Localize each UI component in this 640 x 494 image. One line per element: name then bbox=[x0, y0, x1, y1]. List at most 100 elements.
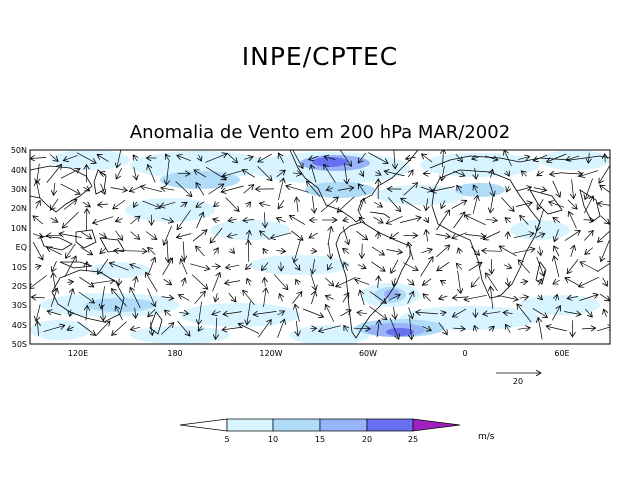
wind-vector bbox=[319, 325, 341, 332]
wind-vector bbox=[141, 186, 163, 193]
wind-vector bbox=[50, 288, 57, 308]
wind-vector bbox=[192, 230, 207, 242]
wind-vector bbox=[504, 150, 512, 167]
wind-vector bbox=[145, 231, 157, 240]
wind-vector bbox=[50, 218, 58, 222]
lon-label: 120E bbox=[68, 349, 88, 358]
wind-vector bbox=[296, 320, 298, 336]
wind-vector bbox=[371, 246, 384, 255]
wind-vector bbox=[517, 328, 530, 330]
wind-vector bbox=[161, 188, 175, 190]
wind-vector bbox=[358, 184, 367, 195]
wind-vector bbox=[80, 246, 93, 255]
wind-vector bbox=[60, 169, 80, 179]
wind-vector bbox=[409, 307, 413, 318]
wind-vector bbox=[549, 202, 565, 208]
wind-vector bbox=[358, 152, 366, 163]
wind-vector bbox=[420, 257, 433, 277]
reference-vector-label: 20 bbox=[513, 377, 523, 386]
wind-vector bbox=[162, 258, 173, 276]
colorbar: 5 10 15 20 25 bbox=[179, 418, 461, 444]
lat-label: 40N bbox=[11, 166, 27, 175]
wind-vector bbox=[598, 230, 610, 243]
wind-vector bbox=[86, 262, 87, 272]
wind-vector bbox=[324, 156, 336, 159]
wind-vector bbox=[81, 231, 91, 239]
colorbar-segment bbox=[366, 418, 414, 432]
wind-vector bbox=[205, 154, 227, 163]
wind-vector bbox=[130, 287, 141, 308]
wind-vector bbox=[264, 288, 267, 308]
wind-vector bbox=[294, 262, 300, 270]
wind-vector bbox=[253, 311, 277, 314]
wind-vector bbox=[422, 326, 431, 330]
wind-vector bbox=[408, 242, 414, 260]
wind-vector bbox=[566, 155, 580, 160]
wind-vector bbox=[377, 320, 379, 338]
wind-vector bbox=[497, 294, 519, 299]
wind-vector bbox=[123, 251, 147, 252]
wind-vector bbox=[359, 198, 364, 211]
wind-vector bbox=[553, 280, 561, 284]
wind-vector bbox=[337, 188, 354, 191]
wind-vector bbox=[490, 196, 493, 212]
wind-vector bbox=[585, 247, 594, 255]
wind-vector bbox=[585, 308, 592, 317]
wind-vector bbox=[553, 218, 561, 223]
wind-vector bbox=[400, 217, 421, 223]
wind-vector bbox=[565, 278, 581, 287]
wind-vector bbox=[213, 219, 220, 221]
wind-vector bbox=[309, 232, 318, 238]
wind-vector bbox=[386, 250, 403, 253]
lon-label: 180 bbox=[167, 349, 182, 358]
wind-vector bbox=[579, 295, 599, 301]
wind-vector bbox=[70, 309, 71, 317]
wind-vector bbox=[422, 278, 432, 286]
wind-vector bbox=[312, 259, 314, 274]
wind-vector bbox=[471, 276, 480, 287]
wind-vector bbox=[360, 290, 365, 306]
organization-title: INPE/CPTEC bbox=[241, 42, 399, 71]
coastlines bbox=[30, 150, 610, 339]
wind-vector bbox=[33, 216, 44, 225]
wind-vector bbox=[286, 186, 309, 193]
wind-vector bbox=[76, 152, 96, 163]
wind-vector bbox=[50, 198, 59, 210]
wind-vector bbox=[490, 286, 492, 309]
wind-vector bbox=[194, 170, 207, 178]
wind-vector bbox=[455, 153, 463, 162]
wind-vector bbox=[485, 156, 498, 160]
wind-vector bbox=[507, 185, 510, 192]
wind-vector bbox=[83, 187, 90, 191]
wind-vector bbox=[31, 297, 45, 298]
lat-label: 10N bbox=[11, 224, 27, 233]
wind-vector bbox=[226, 265, 240, 268]
wind-vector bbox=[82, 202, 91, 207]
wind-vector bbox=[483, 231, 501, 240]
wind-vector bbox=[116, 167, 123, 179]
wind-vector bbox=[259, 203, 271, 206]
lat-label: EQ bbox=[16, 243, 27, 252]
wind-vector bbox=[407, 291, 414, 304]
lat-label: 20S bbox=[12, 282, 27, 291]
wind-vector bbox=[261, 262, 269, 271]
wind-vector bbox=[100, 248, 106, 253]
wind-vector bbox=[520, 215, 529, 225]
wind-vector bbox=[64, 256, 76, 278]
wind-vector bbox=[225, 197, 239, 212]
wind-vector bbox=[150, 321, 152, 336]
units-label: m/s bbox=[478, 432, 495, 442]
wind-vector bbox=[214, 248, 218, 255]
wind-vector bbox=[472, 195, 478, 214]
wind-vector bbox=[387, 197, 401, 211]
wind-vector bbox=[161, 323, 173, 335]
wind-vector bbox=[260, 231, 271, 241]
wind-vector bbox=[295, 304, 300, 322]
wind-vector bbox=[214, 202, 219, 206]
wind-vector bbox=[603, 277, 608, 286]
wind-vector bbox=[567, 297, 579, 299]
wind-vector bbox=[406, 278, 414, 285]
wind-vector bbox=[436, 210, 450, 231]
wind-vector bbox=[196, 201, 205, 208]
wind-vector bbox=[248, 230, 250, 241]
